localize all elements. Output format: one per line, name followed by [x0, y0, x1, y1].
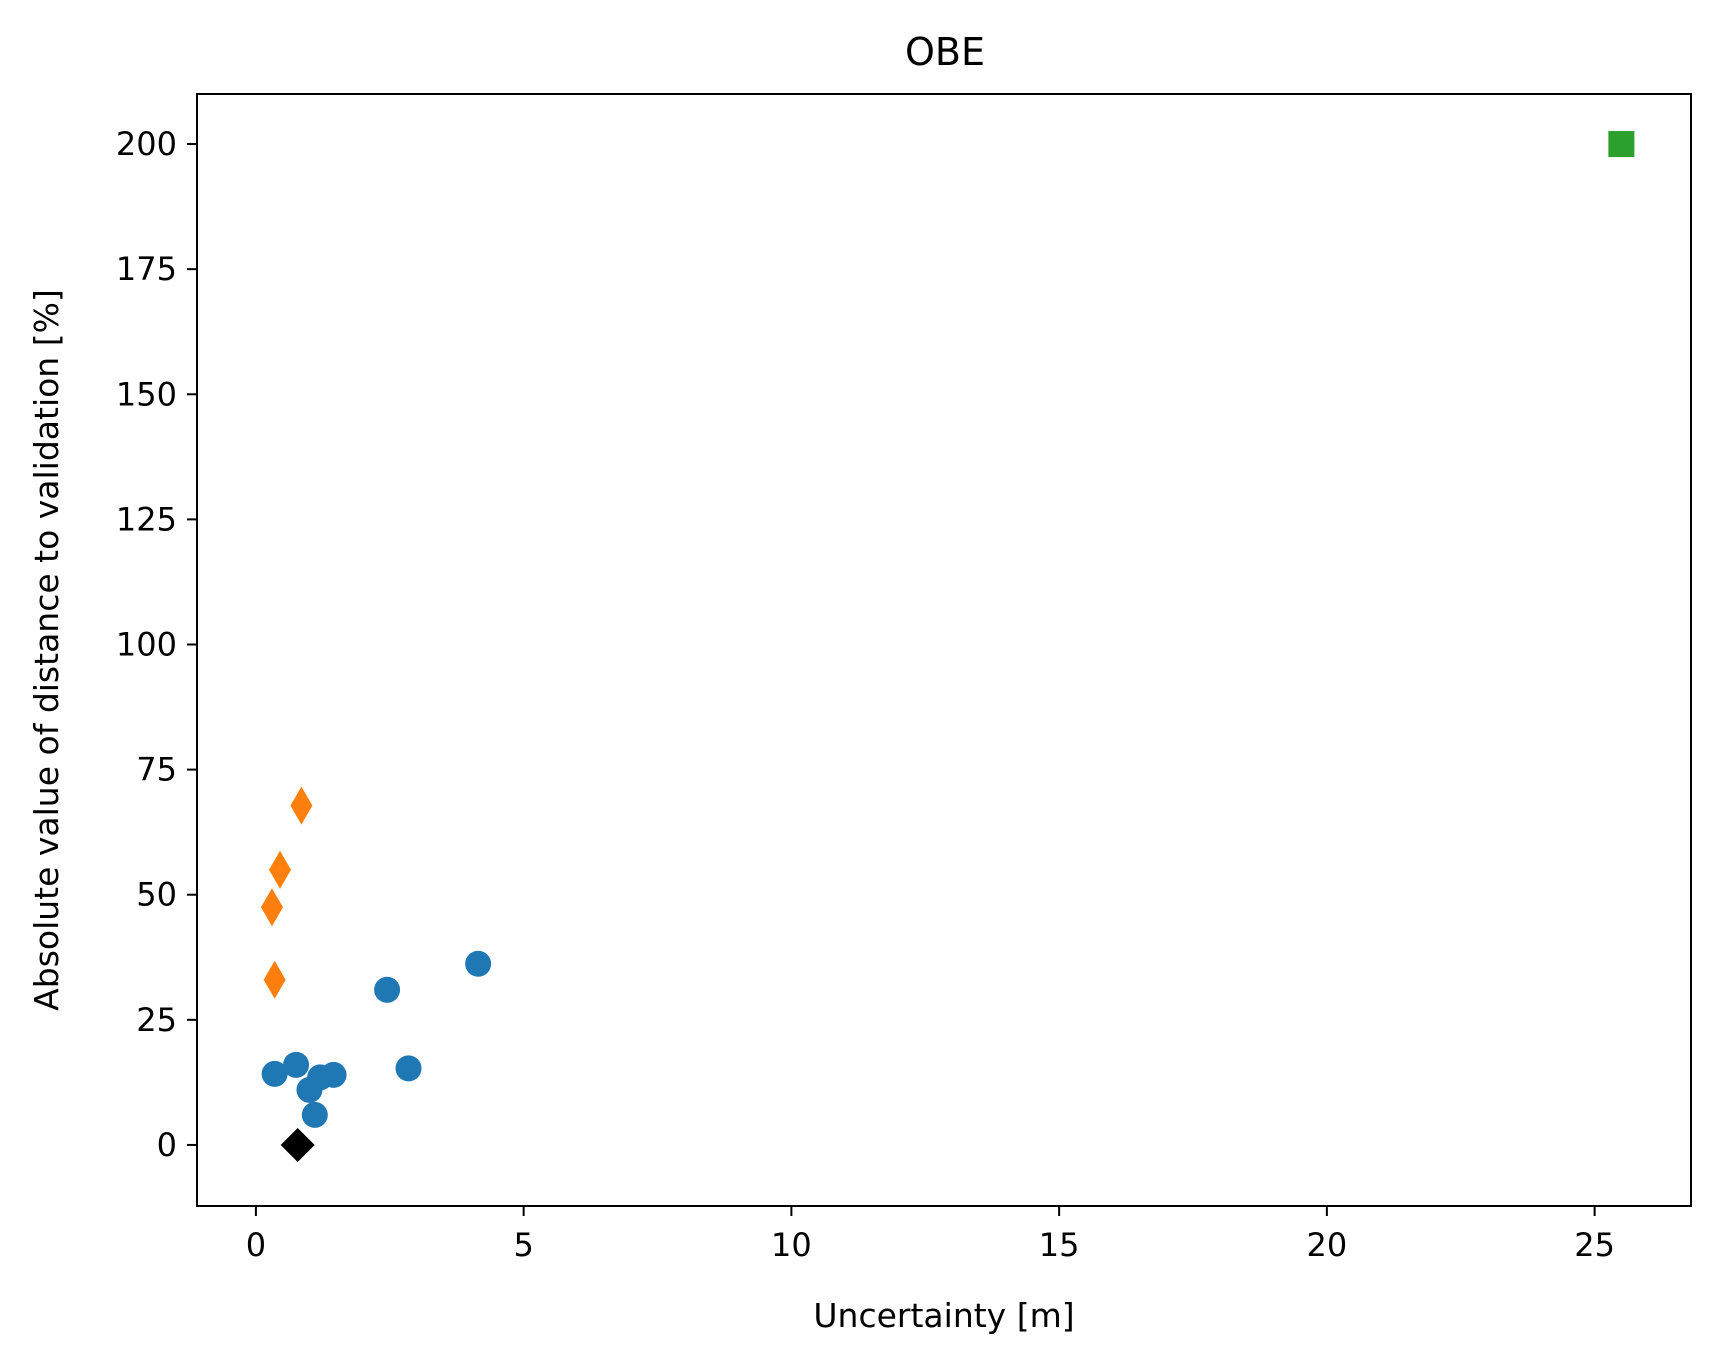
x-axis: 0 5 10 15 20 25	[246, 1206, 1615, 1264]
y-tick-label: 50	[136, 876, 177, 914]
data-point-circle	[283, 1051, 310, 1078]
plot-area	[260, 131, 1635, 1162]
data-point-thin-diamond	[260, 888, 283, 927]
y-tick-label: 75	[136, 751, 177, 789]
data-point-circle	[465, 950, 492, 977]
y-tick-label: 25	[136, 1001, 177, 1039]
data-point-diamond	[280, 1127, 315, 1162]
data-point-circle	[395, 1055, 422, 1082]
x-tick-label: 0	[246, 1226, 266, 1264]
y-tick-label: 100	[116, 625, 177, 663]
x-tick-label: 25	[1574, 1226, 1615, 1264]
data-point-circle	[320, 1061, 347, 1088]
y-tick-label: 150	[116, 375, 177, 413]
data-point-thin-diamond	[263, 960, 286, 999]
y-axis: 0 25 50 75 100 125 150 175 200	[116, 125, 197, 1164]
y-tick-label: 0	[157, 1126, 177, 1164]
data-point-thin-diamond	[269, 850, 291, 889]
x-tick-label: 20	[1307, 1226, 1348, 1264]
plot-frame	[196, 93, 1692, 1207]
data-point-square	[1608, 131, 1635, 158]
data-point-circle	[374, 976, 401, 1003]
x-tick-label: 10	[771, 1226, 812, 1264]
x-tick-label: 5	[513, 1226, 533, 1264]
chart-title: OBE	[905, 30, 985, 74]
data-point-thin-diamond	[290, 786, 313, 825]
y-axis-label: Absolute value of distance to validation…	[27, 289, 66, 1011]
x-axis-label: Uncertainty [m]	[813, 1296, 1074, 1335]
data-point-circle	[261, 1060, 288, 1087]
data-point-circle	[301, 1101, 328, 1128]
y-tick-label: 125	[116, 500, 177, 538]
y-tick-label: 200	[116, 125, 177, 163]
y-tick-label: 175	[116, 250, 177, 288]
x-tick-label: 15	[1039, 1226, 1080, 1264]
